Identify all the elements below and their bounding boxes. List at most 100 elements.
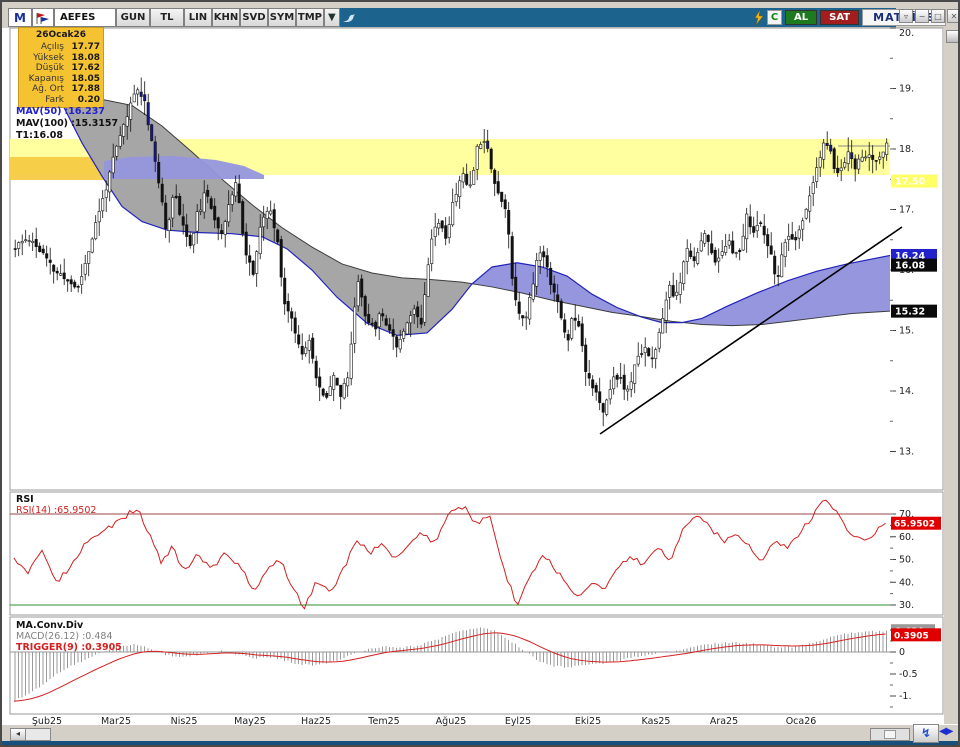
chevron-down-icon[interactable]: ▼ [323,8,340,27]
ytick-label: 20. [899,28,914,39]
c-icon[interactable]: C [767,10,782,25]
toolbar-button-khn[interactable]: KHN [211,8,240,27]
price-label-16.08: 16.08 [895,261,925,272]
t1-value: T1:16.08 [16,130,63,141]
macd-tick-label: 0 [899,647,905,658]
twitter-icon[interactable] [340,8,358,27]
macd-series-label: MACD(26.12) :0.484 [16,631,113,642]
info-box-rows: Açılış 17.77 Yüksek 18.08 Düşük 17.62 Kapanış 1… [22,42,100,105]
rsi-value-box [891,516,941,530]
month-label-Haz25: Haz25 [301,716,331,727]
flag-icon-svg [36,12,49,24]
rsi-tick-label: 70. [899,509,914,520]
rsi-value-text: 65.9502 [894,520,935,530]
info-row-Düşük: Düşük 17.62 [35,63,100,73]
price-label-16.24: 16.24 [895,251,925,262]
mav50-name: MAV(50) [16,106,62,117]
price-label-box-16.08 [891,258,937,272]
info-row-Fark: Fark 0.20 [45,94,100,105]
mav100-label: MAV(100) :15.3157 [16,118,118,130]
rsi-line [13,499,886,610]
macd-trigger-line [13,632,886,702]
ma-cloud-segment [638,315,682,323]
ma50-line [61,103,891,336]
ytick-label: 15. [899,326,914,337]
rsi-tick-label: 40. [899,577,914,588]
sync-button[interactable]: ↯ [913,724,939,743]
resistance-band-gold [10,157,104,180]
price-label-box-15.32 [891,304,937,318]
month-label-Eyl25: Eyl25 [505,716,531,727]
side-panel-button[interactable] [946,30,958,43]
month-label-Tem25: Tem25 [367,716,399,727]
hscroll-thumb[interactable] [25,728,51,741]
ytick-label: 14. [899,386,914,397]
trigger-value-text: 0.3905 [894,631,929,641]
panel-frame-1 [9,491,944,616]
macd-tick-label: -0.5 [899,669,918,680]
ohlc-info-box: 26Ocak26 Açılış 17.77 Yüksek 18.08 Düşük 17.6… [18,27,104,108]
panel-frame-2 [9,616,944,715]
ma-cloud-segment [682,255,890,326]
trend-line [599,226,903,435]
mav100-name: MAV(100) [16,118,69,129]
ytick-label: 19. [899,84,914,95]
bottom-scroll-strip [2,725,958,741]
main-toolbar: M AEFES GUN TL LIN KHN SVD SYM TMP ▼ [8,8,358,27]
toolbar-button-gun[interactable]: GUN [115,8,150,27]
price-label-15.32: 15.32 [895,307,925,318]
month-label-Ara25: Ara25 [710,716,738,727]
bottom-status-bar [2,741,958,745]
toolbar-buttons: GUN TL LIN KHN SVD SYM TMP [115,8,324,27]
toolbar-button-tmp[interactable]: TMP [295,8,324,27]
t1-label: T1:16.08 [16,130,118,142]
trigger-value-box [891,628,941,642]
rsi-tick-label: 30. [899,600,914,611]
window-controls: ▿ − □ ✕ [899,9,958,23]
toolbar-button-sym[interactable]: SYM [267,8,296,27]
month-label-Oca26: Oca26 [786,716,817,727]
panel-frame-0 [9,27,944,491]
rsi-tick-label: 50. [899,555,914,566]
rsi-tick-label: 60. [899,532,914,543]
month-label-Eki25: Eki25 [575,716,601,727]
matriks-logo[interactable]: M [8,8,32,27]
mav50-label: MAV(50) :16.237 [16,106,118,118]
lightning-icon[interactable] [754,10,764,25]
hscroll-right-stub[interactable] [870,728,910,741]
info-box-date: 26Ocak26 [35,30,87,40]
info-row-Kapanış: Kapanış 18.05 [28,73,100,84]
nav-arrows[interactable]: ◀▶ [939,726,953,737]
toolbar-button-tl[interactable]: TL [149,8,184,27]
window-button-0[interactable]: ▿ [899,9,913,23]
rsi-title: RSI [16,494,34,505]
info-row-Yüksek: Yüksek 18.08 [33,52,100,63]
rsi-series-label: RSI(14) :65.9502 [16,505,96,516]
toolbar-button-lin[interactable]: LIN [183,8,212,27]
mav100-value: :15.3157 [71,118,119,129]
month-label-Nis25: Nis25 [171,716,198,727]
toolbar-button-svd[interactable]: SVD [239,8,268,27]
right-side-strip [944,28,958,724]
month-label-Kas25: Kas25 [642,716,671,727]
month-label-May25: May25 [234,716,266,727]
trigger-series-label: TRIGGER(9) :0.3905 [16,642,122,653]
window-button-2[interactable]: □ [931,9,945,23]
sell-button[interactable]: SAT [820,10,860,25]
candles [13,77,889,427]
ytick-label: 13. [899,447,914,458]
cloud-band-overlap [104,156,264,179]
buy-button[interactable]: AL [785,10,818,25]
mav50-value: :16.237 [64,106,105,117]
window-button-3[interactable]: ✕ [947,9,958,23]
hscroll-left-arrow[interactable]: ◂ [10,728,26,741]
window-button-1[interactable]: − [915,9,929,23]
month-label-Mar25: Mar25 [101,716,131,727]
price-label-17.50: 17.50 [895,177,925,188]
symbol-field[interactable]: AEFES [53,8,116,27]
macd-title: MA.Conv.Div [16,620,84,631]
ytick-label: 18. [899,144,914,155]
ytick-label: 17. [899,205,914,216]
